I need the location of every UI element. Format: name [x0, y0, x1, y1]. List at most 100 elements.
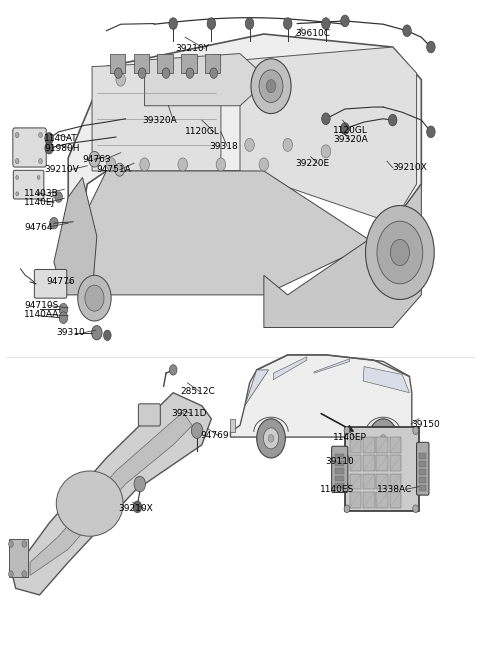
Circle shape	[16, 176, 19, 179]
Text: 11403B: 11403B	[24, 189, 59, 198]
Circle shape	[59, 303, 68, 315]
Bar	[350, 437, 361, 453]
Text: 39210X: 39210X	[118, 504, 153, 514]
Bar	[376, 437, 388, 453]
Circle shape	[37, 192, 40, 196]
Text: 39150: 39150	[411, 420, 440, 428]
Polygon shape	[30, 412, 192, 575]
Bar	[390, 455, 401, 471]
Bar	[133, 54, 149, 73]
Text: 1140EP: 1140EP	[333, 432, 367, 441]
Circle shape	[365, 206, 434, 299]
Circle shape	[413, 426, 419, 434]
Bar	[376, 455, 388, 471]
Circle shape	[344, 505, 350, 513]
Polygon shape	[68, 34, 421, 275]
Circle shape	[427, 126, 435, 138]
Circle shape	[22, 541, 27, 548]
Bar	[363, 437, 374, 453]
Circle shape	[133, 501, 142, 513]
Bar	[336, 468, 344, 474]
Text: 39310: 39310	[56, 328, 85, 337]
Circle shape	[266, 80, 276, 93]
Circle shape	[413, 505, 419, 513]
Circle shape	[322, 113, 330, 124]
Polygon shape	[230, 355, 412, 437]
Text: 94751A: 94751A	[97, 165, 132, 174]
Circle shape	[45, 142, 53, 154]
Text: 28512C: 28512C	[180, 387, 215, 396]
Circle shape	[59, 312, 68, 324]
Circle shape	[49, 217, 58, 229]
Circle shape	[85, 285, 104, 311]
FancyBboxPatch shape	[332, 446, 348, 493]
Circle shape	[115, 163, 124, 176]
Circle shape	[55, 192, 62, 202]
Circle shape	[283, 18, 292, 29]
Circle shape	[283, 138, 292, 151]
Text: 1120GL: 1120GL	[333, 126, 368, 135]
Circle shape	[9, 571, 13, 577]
Circle shape	[45, 132, 53, 144]
Circle shape	[341, 15, 349, 27]
Bar	[157, 54, 173, 73]
Polygon shape	[363, 367, 409, 393]
Bar	[390, 492, 401, 508]
FancyBboxPatch shape	[417, 442, 429, 495]
Text: 39318: 39318	[209, 141, 238, 151]
Text: 94763: 94763	[83, 155, 111, 164]
Circle shape	[107, 158, 116, 171]
Text: 1140AA: 1140AA	[24, 310, 60, 319]
Bar	[181, 54, 197, 73]
Bar	[336, 461, 344, 466]
Polygon shape	[92, 60, 221, 171]
Circle shape	[377, 221, 423, 284]
Circle shape	[264, 428, 279, 449]
Bar	[205, 54, 220, 73]
Polygon shape	[144, 54, 269, 105]
Circle shape	[344, 426, 350, 434]
FancyBboxPatch shape	[13, 170, 44, 199]
Bar	[9, 539, 28, 576]
Bar	[363, 492, 374, 508]
Circle shape	[369, 419, 397, 458]
Text: 94764: 94764	[24, 223, 53, 232]
Circle shape	[257, 419, 285, 458]
Text: 1140ES: 1140ES	[320, 485, 354, 494]
Circle shape	[16, 192, 19, 196]
Circle shape	[390, 240, 409, 265]
Circle shape	[341, 122, 349, 134]
Circle shape	[37, 176, 40, 179]
Polygon shape	[87, 171, 373, 295]
Circle shape	[15, 132, 19, 138]
Text: 1140AT: 1140AT	[44, 134, 78, 143]
Bar	[390, 474, 401, 489]
Bar	[420, 469, 426, 475]
Polygon shape	[230, 419, 235, 432]
Circle shape	[210, 68, 217, 79]
FancyBboxPatch shape	[13, 128, 46, 167]
Ellipse shape	[56, 471, 123, 536]
Text: 39110: 39110	[325, 457, 354, 466]
Polygon shape	[264, 184, 421, 328]
Circle shape	[321, 145, 331, 158]
Text: 94710S: 94710S	[24, 301, 59, 310]
Circle shape	[104, 330, 111, 341]
FancyBboxPatch shape	[345, 426, 419, 512]
Bar	[350, 474, 361, 489]
Polygon shape	[314, 359, 350, 373]
Text: 39210X: 39210X	[393, 163, 428, 172]
Circle shape	[245, 138, 254, 151]
Circle shape	[15, 159, 19, 164]
Bar	[420, 461, 426, 467]
Text: 39320A: 39320A	[333, 135, 368, 144]
Circle shape	[138, 68, 146, 79]
Bar	[350, 492, 361, 508]
Bar	[363, 455, 374, 471]
Bar	[336, 454, 344, 459]
Circle shape	[251, 59, 291, 113]
Bar	[420, 485, 426, 491]
Text: 1338AC: 1338AC	[377, 485, 413, 494]
Circle shape	[216, 158, 226, 171]
Polygon shape	[240, 47, 417, 223]
